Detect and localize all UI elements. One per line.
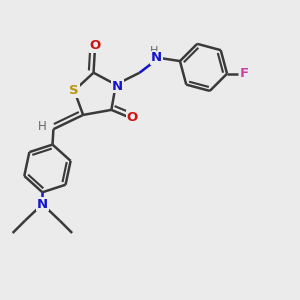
Text: S: S — [69, 84, 79, 97]
Text: N: N — [151, 51, 162, 64]
Text: H: H — [38, 120, 46, 133]
Text: H: H — [150, 46, 159, 56]
Text: N: N — [112, 80, 123, 93]
Text: F: F — [240, 67, 249, 80]
Text: O: O — [89, 40, 100, 52]
Text: O: O — [127, 111, 138, 124]
Text: N: N — [37, 198, 48, 211]
